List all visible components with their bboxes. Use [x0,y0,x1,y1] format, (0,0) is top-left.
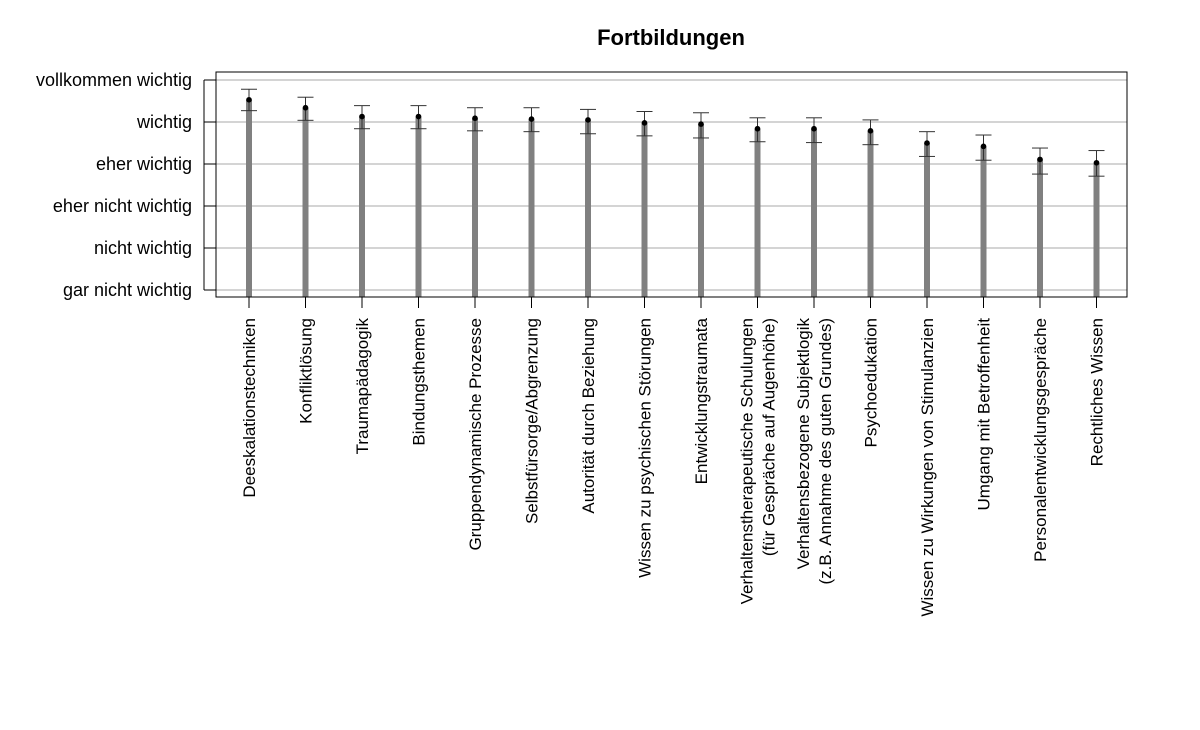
mean-point [472,115,478,122]
bar [415,116,422,297]
mean-points [246,96,1100,166]
x-tick-label: Psychoedukation [862,318,881,447]
x-tick-label: Rechtliches Wissen [1088,318,1107,466]
bar [585,119,591,298]
x-tick-label: Deeskalationstechniken [240,318,259,498]
bar [924,143,930,297]
grid-lines [216,79,1127,291]
x-tick-labels: Deeskalationstechniken Konfliktlösung Trau… [240,297,1107,617]
y-tick-labels: gar nicht wichtig nicht wichtig eher nicht… [36,70,192,300]
x-tick-label: (für Gespräche auf Augenhöhe) [760,318,779,556]
mean-point [359,113,365,120]
y-tick-label: nicht wichtig [94,238,192,258]
mean-point [528,116,535,122]
x-tick-label: Verhaltensbezogene Subjektlogik [794,318,813,570]
bar [1037,159,1043,297]
mean-point [1093,159,1100,166]
mean-point [698,121,704,127]
bar [359,116,365,297]
bar [1093,162,1100,297]
bar [246,99,252,298]
mean-point [415,113,422,120]
y-tick-label: wichtig [136,112,192,132]
mean-point [1037,156,1043,163]
x-tick-label: Wissen zu Wirkungen von Stimulanzien [918,318,937,617]
bar [698,124,704,297]
mean-point [811,125,817,132]
x-tick-label: Bindungsthemen [410,318,429,446]
mean-point [980,143,987,150]
y-tick-label: vollkommen wichtig [36,70,192,90]
y-tick-label: gar nicht wichtig [63,280,192,300]
mean-point [302,104,309,111]
mean-point [867,128,874,134]
x-tick-label: Traumapädagogik [353,318,372,455]
y-tick-label: eher wichtig [96,154,192,174]
x-tick-label: Wissen zu psychischen Störungen [636,318,655,578]
mean-point [924,140,930,146]
error-bars [241,88,1105,177]
mean-point [754,125,761,132]
x-tick-label: Konfliktlösung [297,318,316,424]
x-tick-label: Personalentwicklungsgespräche [1031,318,1050,562]
bars [246,99,1100,298]
bar [528,119,535,297]
mean-point [641,120,648,126]
x-tick-label: Selbstfürsorge/Abgrenzung [523,318,542,524]
bar [867,130,874,297]
bar [302,107,309,297]
x-tick-label: Gruppendynamische Prozesse [466,318,485,550]
mean-point [585,117,591,123]
bar [754,128,761,297]
bar [641,122,648,297]
bar [472,118,478,297]
chart-title: Fortbildungen [597,25,745,50]
x-tick-label: Umgang mit Betroffenheit [975,318,994,511]
x-tick-label: Entwicklungstraumata [692,317,711,484]
bar [980,146,987,297]
y-axis [203,79,216,291]
x-tick-label: (z.B. Annahme des guten Grundes) [816,318,835,585]
y-tick-label: eher nicht wichtig [53,196,192,216]
plot-frame [215,71,1128,298]
mean-point [246,96,252,103]
bar [811,128,817,297]
x-tick-label: Verhaltenstherapeutische Schulungen [738,318,757,604]
x-tick-label: Autorität durch Beziehung [579,318,598,514]
